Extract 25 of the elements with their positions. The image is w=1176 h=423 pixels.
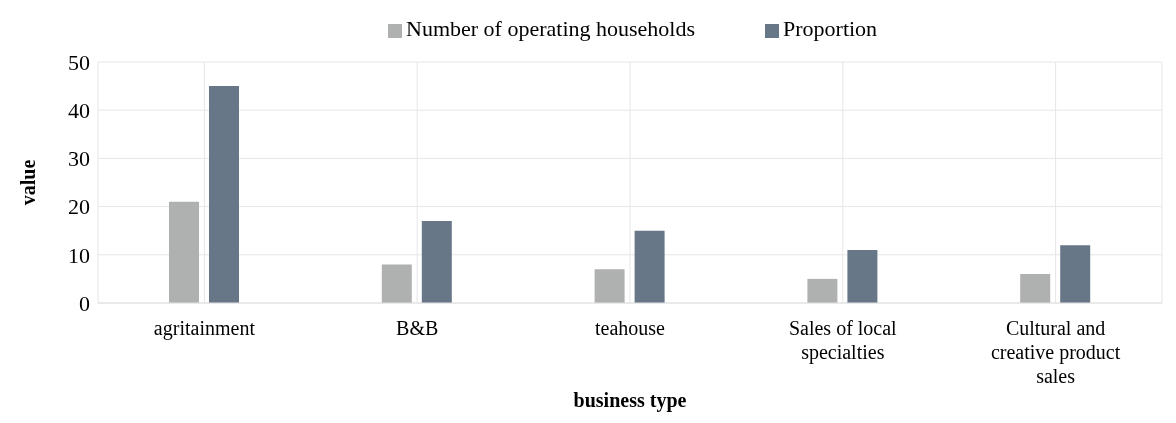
bar (209, 86, 239, 303)
x-tick-label: B&B (396, 317, 439, 339)
bar (634, 230, 665, 303)
bar (169, 201, 199, 303)
y-axis-title: value (17, 159, 40, 206)
bar (807, 278, 838, 303)
bar (1060, 245, 1091, 303)
y-tick-label: 30 (68, 146, 90, 172)
x-tick-label: Sales of local specialties (788, 317, 898, 364)
y-tick-label: 40 (68, 98, 90, 124)
y-tick-label: 0 (79, 290, 90, 316)
bar (1020, 274, 1051, 303)
bar (847, 249, 878, 303)
legend-label: Number of operating households (406, 16, 695, 41)
y-tick-label: 50 (68, 49, 90, 75)
y-tick-label: 20 (68, 194, 90, 220)
legend-label: Proportion (783, 16, 878, 41)
bar (594, 269, 625, 303)
bar (421, 221, 452, 303)
y-tick-label: 10 (68, 242, 90, 268)
x-tick-label: agritainment (153, 317, 256, 340)
x-tick-label: teahouse (595, 317, 666, 339)
x-axis-title: business type (573, 389, 687, 412)
bar (381, 264, 412, 303)
x-tick-label: Cultural and creative product sales (990, 317, 1121, 387)
